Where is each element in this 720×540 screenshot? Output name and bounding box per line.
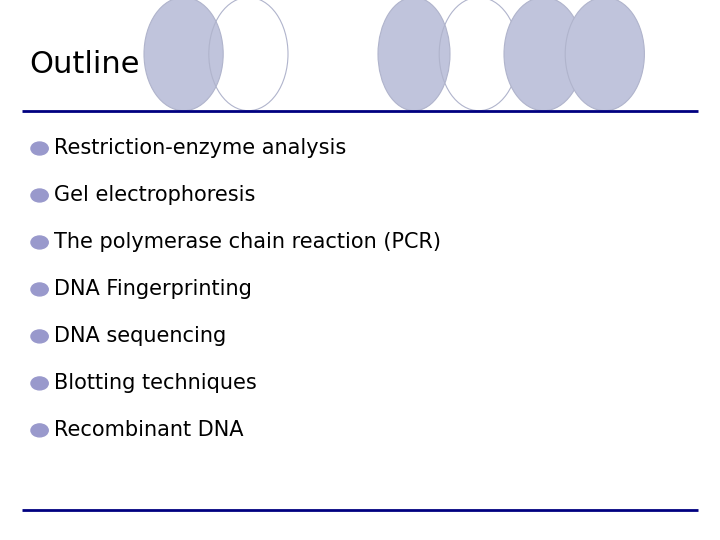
Ellipse shape xyxy=(565,0,644,111)
Text: Outline: Outline xyxy=(29,50,139,79)
Ellipse shape xyxy=(378,0,450,111)
Circle shape xyxy=(31,330,48,343)
Circle shape xyxy=(31,142,48,155)
Text: DNA sequencing: DNA sequencing xyxy=(54,326,226,347)
Circle shape xyxy=(31,236,48,249)
Circle shape xyxy=(31,283,48,296)
Text: Restriction-enzyme analysis: Restriction-enzyme analysis xyxy=(54,138,346,159)
Circle shape xyxy=(31,424,48,437)
Circle shape xyxy=(31,377,48,390)
Text: DNA Fingerprinting: DNA Fingerprinting xyxy=(54,279,252,300)
Circle shape xyxy=(31,189,48,202)
Text: Gel electrophoresis: Gel electrophoresis xyxy=(54,185,256,206)
Text: Blotting techniques: Blotting techniques xyxy=(54,373,257,394)
Text: Recombinant DNA: Recombinant DNA xyxy=(54,420,243,441)
Ellipse shape xyxy=(144,0,223,111)
Ellipse shape xyxy=(504,0,583,111)
Text: The polymerase chain reaction (PCR): The polymerase chain reaction (PCR) xyxy=(54,232,441,253)
